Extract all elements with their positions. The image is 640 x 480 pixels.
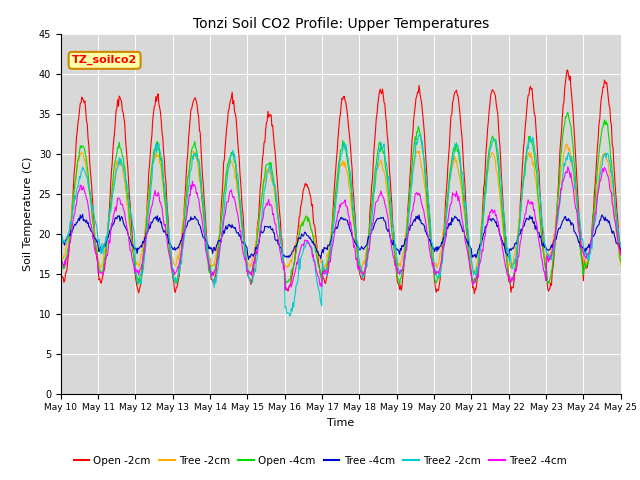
Legend: Open -2cm, Tree -2cm, Open -4cm, Tree -4cm, Tree2 -2cm, Tree2 -4cm: Open -2cm, Tree -2cm, Open -4cm, Tree -4… bbox=[69, 452, 571, 470]
X-axis label: Time: Time bbox=[327, 418, 355, 428]
Title: Tonzi Soil CO2 Profile: Upper Temperatures: Tonzi Soil CO2 Profile: Upper Temperatur… bbox=[193, 17, 489, 31]
Text: TZ_soilco2: TZ_soilco2 bbox=[72, 55, 137, 65]
Y-axis label: Soil Temperature (C): Soil Temperature (C) bbox=[23, 156, 33, 271]
